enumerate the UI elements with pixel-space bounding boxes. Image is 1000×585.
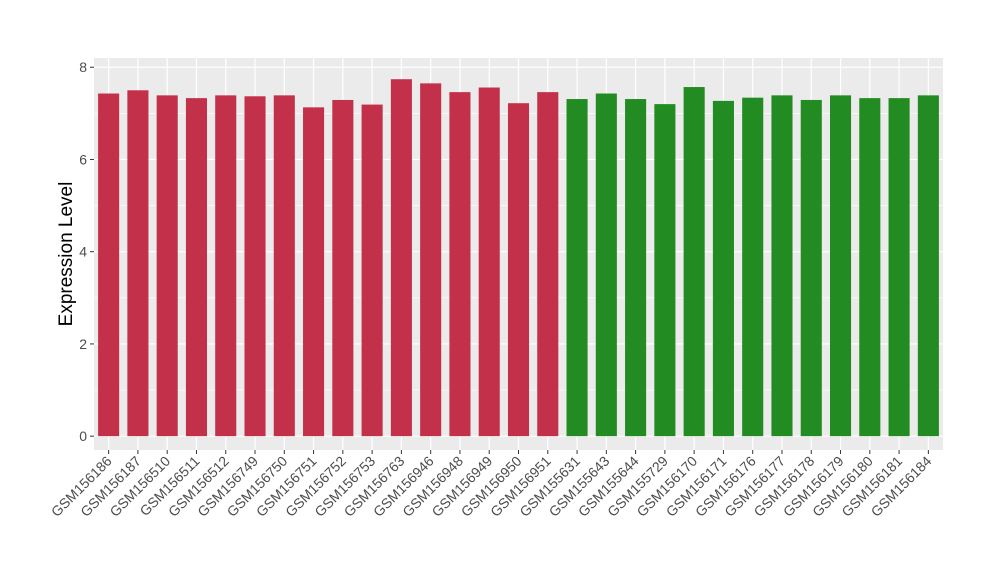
bar-gsm156950 xyxy=(507,103,530,437)
bar-gsm156180 xyxy=(859,98,881,437)
bar-gsm155643 xyxy=(595,93,617,437)
bar-gsm156763 xyxy=(390,79,412,437)
y-axis: 0 2 4 6 8 xyxy=(79,59,94,444)
y-tick-label: 0 xyxy=(79,428,87,444)
bar-gsm156186 xyxy=(98,93,120,437)
bar-gsm156187 xyxy=(127,90,149,437)
bar-gsm156751 xyxy=(303,107,325,437)
bar-gsm156184 xyxy=(917,95,939,437)
bar-gsm156511 xyxy=(185,98,208,437)
bar-gsm156948 xyxy=(449,92,471,437)
bar-gsm156181 xyxy=(888,98,910,437)
bar-gsm156949 xyxy=(478,87,500,437)
x-axis: GSM156186GSM156187GSM156510GSM156511GSM1… xyxy=(48,450,935,520)
bar-gsm156753 xyxy=(361,104,383,437)
bars xyxy=(98,79,939,437)
y-tick-label: 8 xyxy=(79,59,87,75)
bar-gsm156750 xyxy=(273,95,295,437)
bar-gsm156749 xyxy=(244,96,266,437)
y-axis-title: Expression Level xyxy=(56,182,77,327)
bar-gsm155644 xyxy=(625,99,647,437)
y-tick-label: 4 xyxy=(79,244,87,260)
bar-gsm156178 xyxy=(800,99,822,437)
bar-gsm156170 xyxy=(683,87,705,437)
bar-gsm156510 xyxy=(156,95,178,437)
bar-gsm156512 xyxy=(215,95,237,437)
y-tick-label: 6 xyxy=(79,151,87,167)
bar-gsm156171 xyxy=(712,100,734,437)
bar-gsm156179 xyxy=(829,95,852,437)
bar-gsm155631 xyxy=(566,99,588,437)
bar-gsm156176 xyxy=(742,97,764,437)
bar-gsm156951 xyxy=(537,92,559,437)
bar-gsm156752 xyxy=(332,99,354,437)
bar-gsm156177 xyxy=(771,95,793,437)
y-tick-label: 2 xyxy=(79,336,87,352)
bar-gsm156946 xyxy=(420,83,442,437)
bar-gsm155729 xyxy=(654,104,676,437)
